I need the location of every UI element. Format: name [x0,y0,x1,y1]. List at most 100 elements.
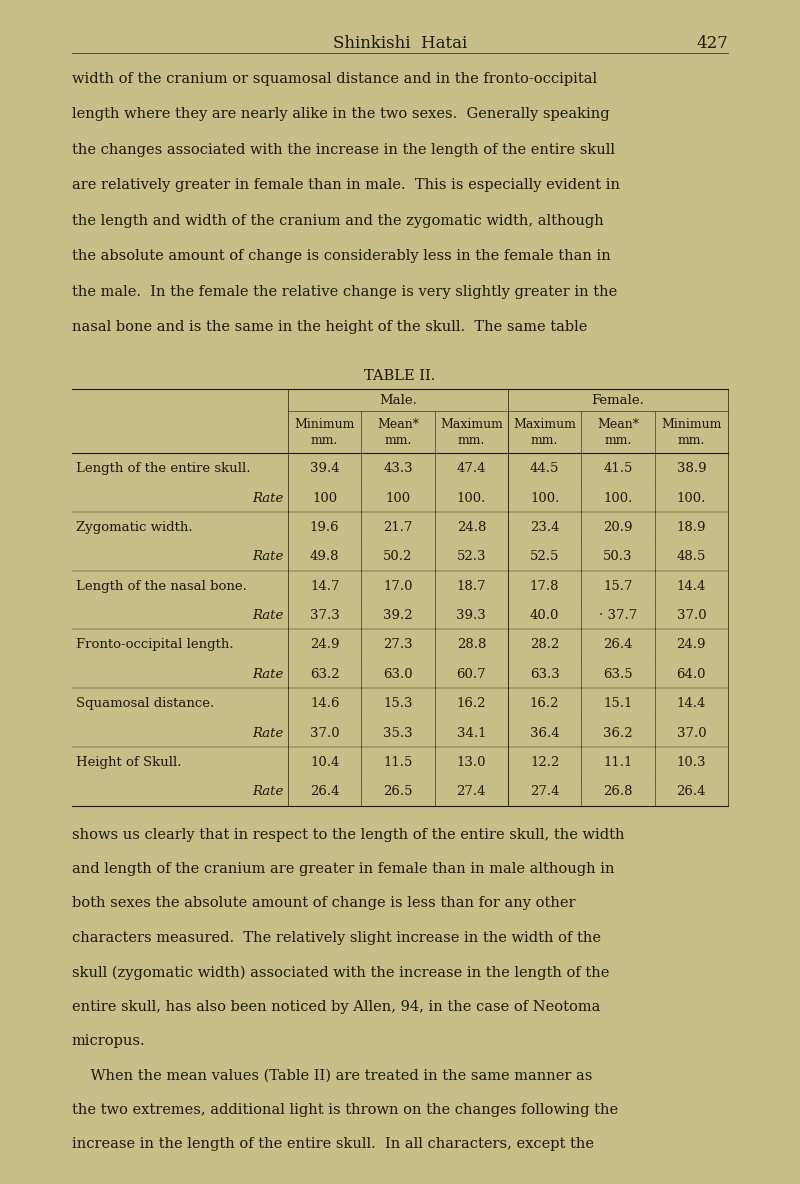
Text: 64.0: 64.0 [677,668,706,681]
Text: Rate: Rate [253,491,284,504]
Text: 48.5: 48.5 [677,551,706,564]
Text: the absolute amount of change is considerably less in the female than in: the absolute amount of change is conside… [72,250,610,263]
Text: 28.2: 28.2 [530,638,559,651]
Text: Length of the entire skull.: Length of the entire skull. [76,462,250,475]
Text: 10.3: 10.3 [677,755,706,768]
Text: 12.2: 12.2 [530,755,559,768]
Text: 16.2: 16.2 [530,697,559,710]
Text: 100.: 100. [603,491,633,504]
Text: entire skull, has also been noticed by Allen, 94, in the case of Neotoma: entire skull, has also been noticed by A… [72,999,600,1014]
Text: 35.3: 35.3 [383,727,413,740]
Text: 100: 100 [386,491,410,504]
Text: shows us clearly that in respect to the length of the entire skull, the width: shows us clearly that in respect to the … [72,828,625,842]
Text: increase in the length of the entire skull.  In all characters, except the: increase in the length of the entire sku… [72,1137,594,1151]
Text: · 37.7: · 37.7 [599,609,637,622]
Text: 14.4: 14.4 [677,580,706,593]
Text: 52.5: 52.5 [530,551,559,564]
Text: Zygomatic width.: Zygomatic width. [76,521,193,534]
Text: the length and width of the cranium and the zygomatic width, although: the length and width of the cranium and … [72,214,604,227]
Text: 23.4: 23.4 [530,521,559,534]
Text: 11.1: 11.1 [603,755,633,768]
Text: Minimum
mm.: Minimum mm. [294,418,355,446]
Text: characters measured.  The relatively slight increase in the width of the: characters measured. The relatively slig… [72,931,601,945]
Text: 49.8: 49.8 [310,551,339,564]
Text: 100: 100 [312,491,338,504]
Text: 37.0: 37.0 [677,609,706,622]
Text: 13.0: 13.0 [457,755,486,768]
Text: Rate: Rate [253,785,284,798]
Text: 36.2: 36.2 [603,727,633,740]
Text: 18.7: 18.7 [457,580,486,593]
Text: 27.3: 27.3 [383,638,413,651]
Text: 19.6: 19.6 [310,521,339,534]
Text: 26.4: 26.4 [677,785,706,798]
Text: 39.2: 39.2 [383,609,413,622]
Text: 27.4: 27.4 [530,785,559,798]
Text: Minimum
mm.: Minimum mm. [661,418,722,446]
Text: 100.: 100. [457,491,486,504]
Text: width of the cranium or squamosal distance and in the fronto-occipital: width of the cranium or squamosal distan… [72,72,597,86]
Text: 17.8: 17.8 [530,580,559,593]
Text: 63.0: 63.0 [383,668,413,681]
Text: the two extremes, additional light is thrown on the changes following the: the two extremes, additional light is th… [72,1102,618,1117]
Text: Rate: Rate [253,551,284,564]
Text: Length of the nasal bone.: Length of the nasal bone. [76,580,247,593]
Text: 36.4: 36.4 [530,727,559,740]
Text: 16.2: 16.2 [457,697,486,710]
Text: 427: 427 [696,36,728,52]
Text: Squamosal distance.: Squamosal distance. [76,697,214,710]
Text: 50.2: 50.2 [383,551,413,564]
Text: 44.5: 44.5 [530,462,559,475]
Text: 10.4: 10.4 [310,755,339,768]
Text: Male.: Male. [379,393,417,406]
Text: 52.3: 52.3 [457,551,486,564]
Text: Rate: Rate [253,727,284,740]
Text: 100.: 100. [530,491,559,504]
Text: 26.4: 26.4 [603,638,633,651]
Text: 100.: 100. [677,491,706,504]
Text: Maximum
mm.: Maximum mm. [514,418,576,446]
Text: Maximum
mm.: Maximum mm. [440,418,502,446]
Text: 24.9: 24.9 [310,638,339,651]
Text: 15.7: 15.7 [603,580,633,593]
Text: 11.5: 11.5 [383,755,413,768]
Text: 15.1: 15.1 [603,697,633,710]
Text: 14.4: 14.4 [677,697,706,710]
Text: 63.2: 63.2 [310,668,339,681]
Text: 28.8: 28.8 [457,638,486,651]
Text: 26.5: 26.5 [383,785,413,798]
Text: 50.3: 50.3 [603,551,633,564]
Text: Fronto-occipital length.: Fronto-occipital length. [76,638,234,651]
Text: 18.9: 18.9 [677,521,706,534]
Text: Mean*
mm.: Mean* mm. [597,418,639,446]
Text: are relatively greater in female than in male.  This is especially evident in: are relatively greater in female than in… [72,179,620,193]
Text: 24.8: 24.8 [457,521,486,534]
Text: 15.3: 15.3 [383,697,413,710]
Text: 37.3: 37.3 [310,609,339,622]
Text: micropus.: micropus. [72,1034,146,1048]
Text: Female.: Female. [591,393,645,406]
Text: nasal bone and is the same in the height of the skull.  The same table: nasal bone and is the same in the height… [72,320,587,334]
Text: 24.9: 24.9 [677,638,706,651]
Text: Height of Skull.: Height of Skull. [76,755,182,768]
Text: 37.0: 37.0 [310,727,339,740]
Text: 34.1: 34.1 [457,727,486,740]
Text: 63.3: 63.3 [530,668,559,681]
Text: When the mean values (Table II) are treated in the same manner as: When the mean values (Table II) are trea… [72,1068,592,1082]
Text: TABLE II.: TABLE II. [364,369,436,382]
Text: skull (zygomatic width) associated with the increase in the length of the: skull (zygomatic width) associated with … [72,965,610,979]
Text: 26.8: 26.8 [603,785,633,798]
Text: Rate: Rate [253,668,284,681]
Text: 20.9: 20.9 [603,521,633,534]
Text: 21.7: 21.7 [383,521,413,534]
Text: 41.5: 41.5 [603,462,633,475]
Text: Rate: Rate [253,609,284,622]
Text: 47.4: 47.4 [457,462,486,475]
Text: Shinkishi  Hatai: Shinkishi Hatai [333,36,467,52]
Text: 63.5: 63.5 [603,668,633,681]
Text: Mean*
mm.: Mean* mm. [377,418,419,446]
Text: the male.  In the female the relative change is very slightly greater in the: the male. In the female the relative cha… [72,285,618,298]
Text: and length of the cranium are greater in female than in male although in: and length of the cranium are greater in… [72,862,614,876]
Text: 27.4: 27.4 [457,785,486,798]
Text: 37.0: 37.0 [677,727,706,740]
